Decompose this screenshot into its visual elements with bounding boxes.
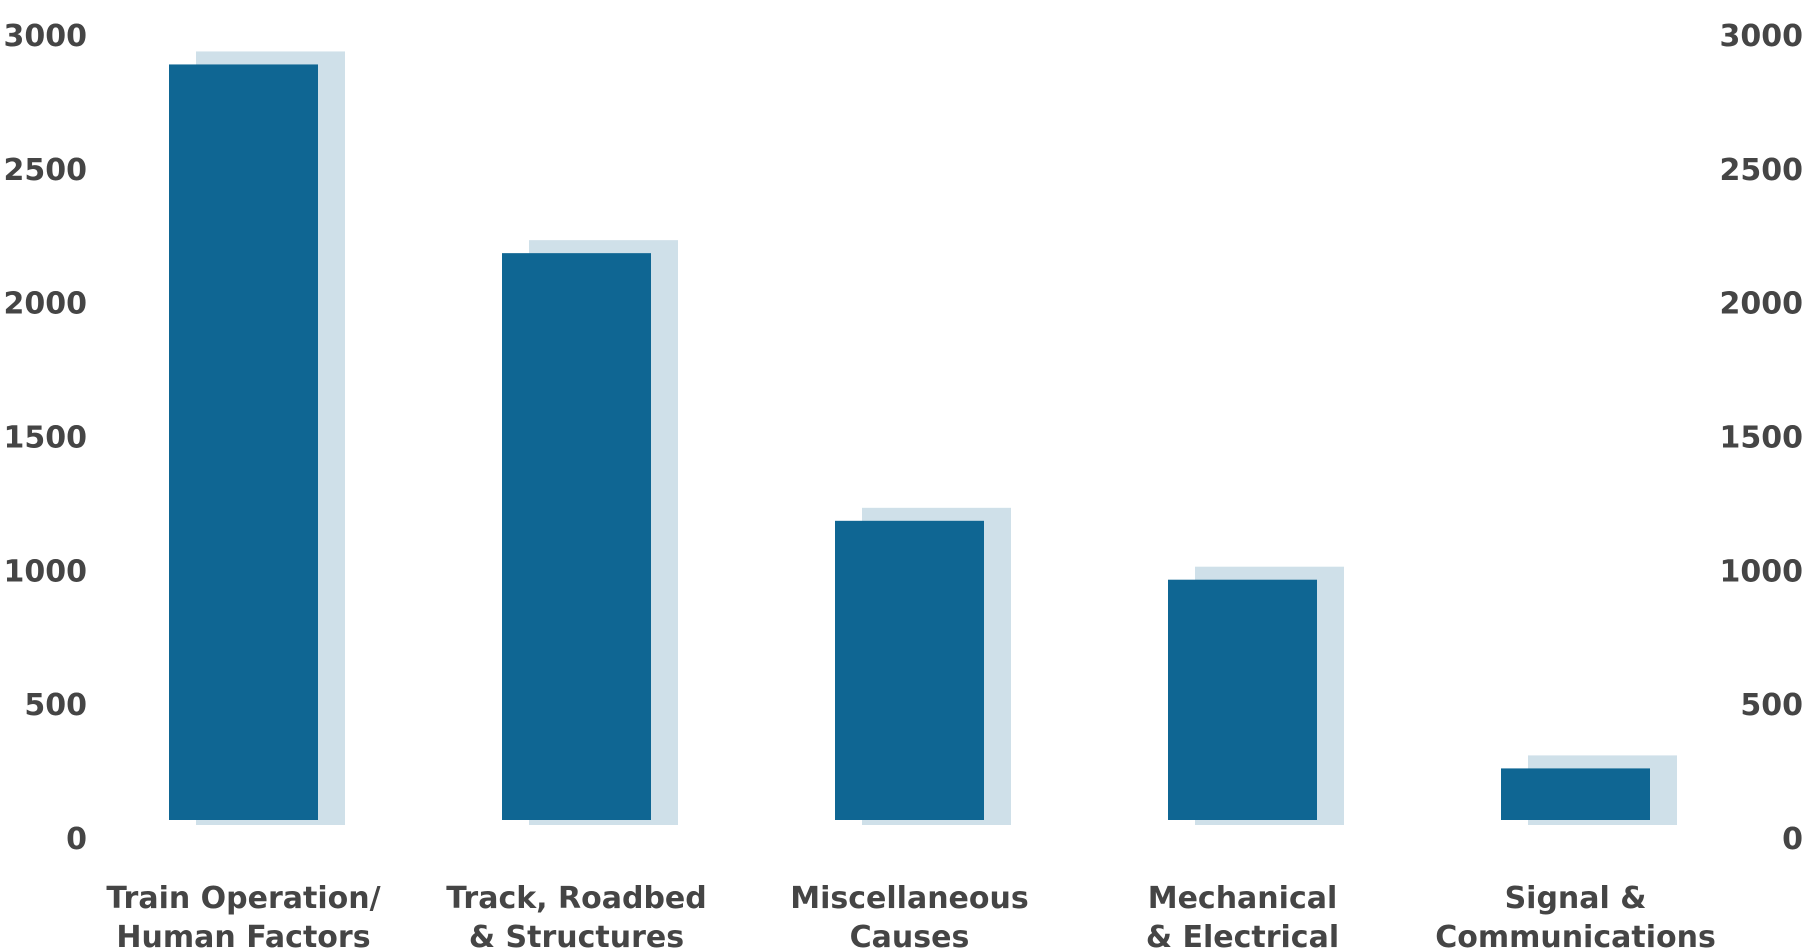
category-label: & Electrical <box>1146 920 1339 948</box>
x-axis-labels: Train Operation/Human Factors Track, Road… <box>106 881 1715 948</box>
y-tick-label-right: 500 <box>1740 688 1803 723</box>
category-label: Signal & <box>1505 881 1647 916</box>
y-tick-label-left: 2500 <box>4 153 88 188</box>
category-label: Communications <box>1435 920 1716 948</box>
category-label: Train Operation/ <box>106 881 380 916</box>
y-tick-label-left: 3000 <box>4 19 88 54</box>
category-label: Miscellaneous <box>790 881 1028 916</box>
y-tick-label-right: 1000 <box>1720 554 1804 589</box>
y-tick-label-right: 1500 <box>1720 421 1804 456</box>
bars <box>169 64 1650 821</box>
y-tick-label-right: 2500 <box>1720 153 1804 188</box>
y-tick-label-left: 2000 <box>4 287 88 322</box>
category-label: & Structures <box>469 920 684 948</box>
bar <box>502 253 651 821</box>
category-label: Human Factors <box>116 920 370 948</box>
y-tick-label-left: 500 <box>24 688 87 723</box>
bar <box>1501 768 1650 820</box>
category-label: Causes <box>850 920 970 948</box>
y-axis-right: 0 500 1000 1500 2000 2500 3000 <box>1720 19 1804 857</box>
y-tick-label-right: 2000 <box>1720 287 1804 322</box>
bar <box>1168 579 1317 820</box>
y-tick-label-right: 3000 <box>1720 19 1804 54</box>
y-tick-label-left: 0 <box>66 822 87 857</box>
bar <box>835 520 984 820</box>
y-tick-label-right: 0 <box>1782 822 1803 857</box>
y-tick-label-left: 1000 <box>4 554 88 589</box>
category-label: Track, Roadbed <box>446 881 707 916</box>
y-axis-left: 0 500 1000 1500 2000 2500 3000 <box>4 19 88 857</box>
category-label: Mechanical <box>1148 881 1338 916</box>
y-tick-label-left: 1500 <box>4 421 88 456</box>
bar <box>169 64 318 820</box>
